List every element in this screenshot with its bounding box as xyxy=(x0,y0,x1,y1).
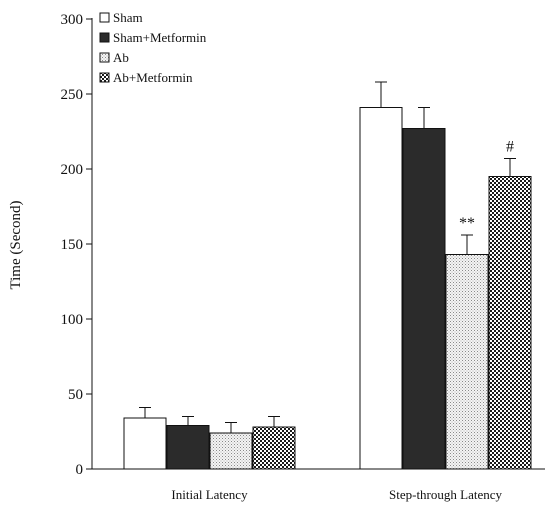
bar xyxy=(445,254,489,470)
x-category-label: Step-through Latency xyxy=(389,487,502,502)
significance-marker: # xyxy=(506,139,514,156)
significance-marker: ** xyxy=(459,215,475,232)
y-tick-label: 200 xyxy=(61,162,84,178)
legend-swatch xyxy=(99,32,110,43)
bar xyxy=(252,426,296,470)
legend-swatch xyxy=(99,12,110,23)
legend-label: Ab xyxy=(113,50,129,65)
bar xyxy=(209,432,253,470)
bar xyxy=(402,128,446,470)
bars: Initial Latency Step-through Latency ** # xyxy=(123,81,532,502)
legend-label: Sham+Metformin xyxy=(113,30,207,45)
y-tick-label: 150 xyxy=(61,237,84,253)
y-tick-label: 300 xyxy=(61,12,84,28)
legend: Sham Sham+Metformin Ab Ab+Metformin xyxy=(99,10,207,85)
legend-label: Ab+Metformin xyxy=(113,70,193,85)
y-axis-title: Time (Second) xyxy=(8,200,24,289)
legend-swatch xyxy=(99,72,110,83)
bar xyxy=(488,176,532,470)
legend-label: Sham xyxy=(113,10,143,25)
y-tick-label: 100 xyxy=(61,312,84,328)
y-tick-label: 0 xyxy=(76,462,84,478)
bar xyxy=(123,417,167,470)
bar xyxy=(166,425,210,470)
x-category-label: Initial Latency xyxy=(171,487,248,502)
y-tick-label: 250 xyxy=(61,87,84,103)
bar xyxy=(359,107,403,470)
legend-swatch xyxy=(99,52,110,63)
y-tick-label: 50 xyxy=(68,387,83,403)
